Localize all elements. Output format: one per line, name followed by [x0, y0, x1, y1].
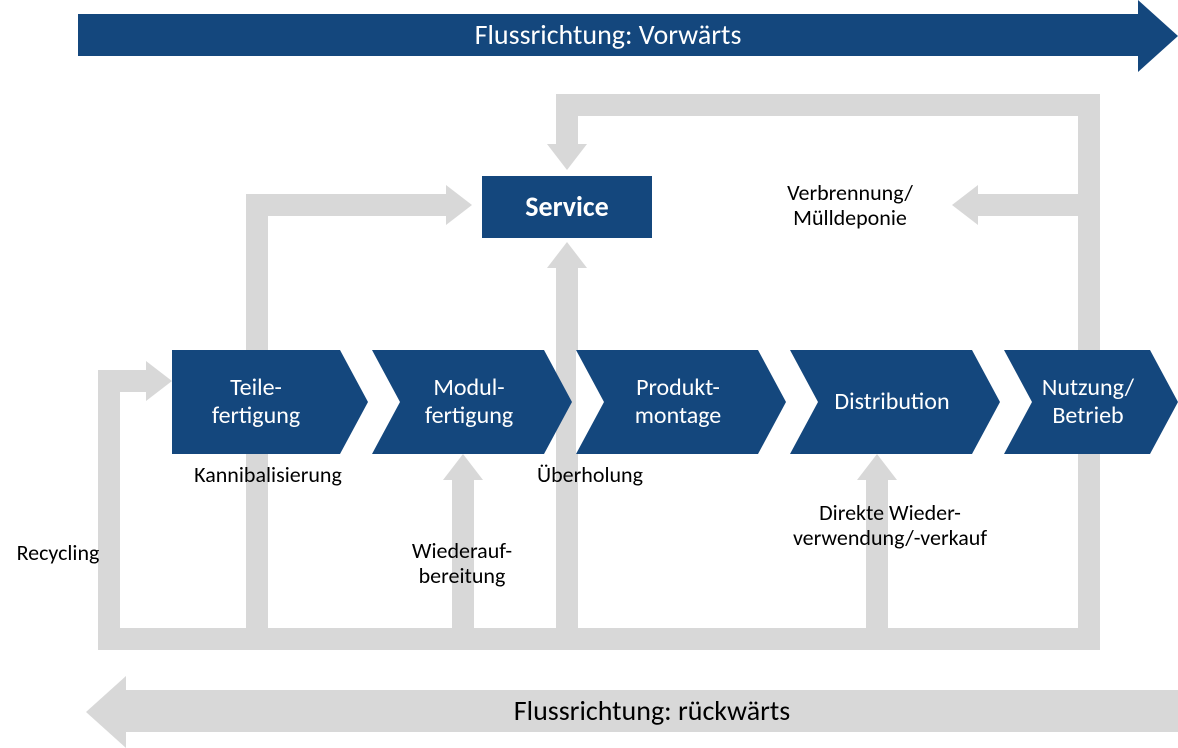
recycling-arrowhead	[146, 361, 172, 401]
drop-nutzung	[1078, 454, 1100, 650]
wiederauf-arrowhead	[443, 454, 483, 480]
label-verbrenn-l1: Verbrennung/	[787, 179, 913, 206]
label-kannibal: Kannibalisierung	[168, 462, 368, 487]
node-produkt: Produkt- montage	[576, 350, 758, 454]
ueberholung-vline	[556, 268, 578, 650]
node-modul-l1: Modul-	[433, 373, 504, 402]
label-recycling: Recycling	[0, 540, 118, 565]
label-wiederauf-l2: bereitung	[419, 562, 506, 589]
label-wiederauf: Wiederauf- bereitung	[372, 538, 552, 589]
label-ueberholung: Überholung	[500, 462, 680, 487]
flow-forward-bar: Flussrichtung: Vorwärts	[78, 14, 1138, 56]
node-distribution: Distribution	[790, 350, 972, 454]
node-produkt-l1: Produkt-	[636, 373, 720, 402]
verbrenn-arrowhead	[952, 185, 978, 225]
node-nutzung-l1: Nutzung/	[1042, 373, 1134, 402]
node-nutzung: Nutzung/ Betrieb	[1004, 350, 1150, 454]
node-teile-l1: Teile-	[230, 373, 282, 402]
label-verbrenn: Verbrennung/ Mülldeponie	[750, 180, 950, 231]
service-node: Service	[482, 176, 652, 238]
kannibal-to-service	[246, 194, 446, 216]
direkte-arrowhead	[857, 454, 897, 480]
diagram-canvas: Flussrichtung: Vorwärts Flussrichtung: r…	[0, 0, 1178, 741]
label-direkte-l2: verwendung/-verkauf	[793, 524, 987, 551]
node-modul-l2: fertigung	[425, 401, 513, 430]
node-produkt-l2: montage	[635, 401, 722, 430]
into-service-arrowhead	[547, 144, 587, 170]
flow-backward-label: Flussrichtung: rückwärts	[514, 693, 790, 728]
flow-forward-arrowhead	[1138, 0, 1178, 72]
label-direkte-l1: Direkte Wieder-	[819, 499, 961, 526]
node-distrib-l1: Distribution	[834, 387, 949, 416]
rise-recycling	[98, 370, 120, 650]
into-service-down	[556, 94, 578, 144]
flow-backward-arrowhead	[86, 676, 126, 748]
nutzung-up	[1078, 94, 1100, 350]
recycling-feed	[98, 370, 146, 392]
verbrenn-branch	[978, 194, 1078, 216]
flow-forward-label: Flussrichtung: Vorwärts	[475, 17, 742, 52]
service-label: Service	[525, 189, 608, 224]
node-teile: Teile- fertigung	[172, 350, 340, 454]
top-cross	[556, 94, 1100, 116]
label-wiederauf-l1: Wiederauf-	[412, 537, 512, 564]
node-teile-l2: fertigung	[212, 401, 300, 430]
node-modul: Modul- fertigung	[372, 350, 544, 454]
label-direkte: Direkte Wieder- verwendung/-verkauf	[750, 500, 1030, 551]
node-nutzung-l2: Betrieb	[1052, 401, 1123, 430]
ueberholung-arrowhead	[547, 242, 587, 268]
flow-backward-bar: Flussrichtung: rückwärts	[126, 690, 1178, 732]
kannibal-arrowhead	[446, 185, 472, 225]
label-verbrenn-l2: Mülldeponie	[793, 204, 907, 231]
